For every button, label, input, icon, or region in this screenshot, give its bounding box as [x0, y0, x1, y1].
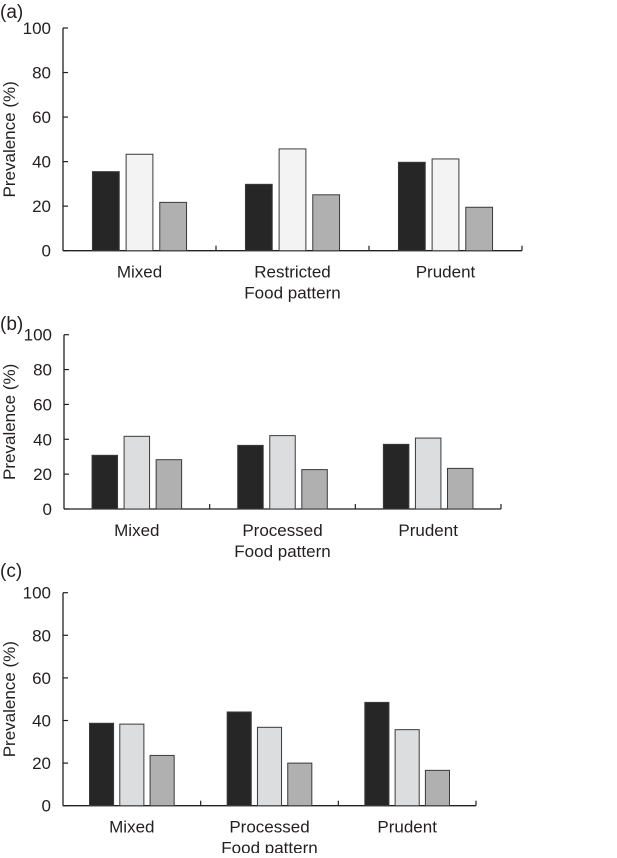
bar-processed-series-3 — [301, 469, 328, 510]
bar-mixed-series-2 — [123, 435, 151, 510]
bar-prudent-series-3 — [446, 467, 474, 510]
x-tick-label: Mixed — [117, 263, 162, 282]
bar-processed-series-3 — [287, 762, 313, 807]
bar-prudent-series-1 — [364, 701, 390, 807]
y-axis-label: Prevalence (%) — [0, 641, 19, 757]
y-tick-label: 60 — [32, 669, 51, 688]
bar-restricted-series-1 — [244, 183, 273, 252]
x-tick-label: Prudent — [416, 263, 476, 282]
bar-prudent-series-2 — [414, 437, 442, 510]
y-tick-label: 20 — [32, 197, 51, 216]
y-tick-label: 80 — [33, 361, 52, 380]
panel-c: (c) 0 20 40 60 80 100 Prevalence (%) Mixed Proces… — [0, 561, 477, 858]
y-tick-label: 20 — [32, 754, 51, 773]
panel-a: (a) 0 20 40 60 80 100 Prevalence (%) Mixed Restri… — [0, 2, 523, 303]
x-tick-label: Mixed — [114, 521, 159, 540]
y-tick-label: 80 — [32, 626, 51, 645]
bar-processed-series-2 — [256, 726, 283, 807]
y-tick-label: 0 — [43, 500, 52, 519]
x-tick-label: Prudent — [377, 818, 437, 837]
bar-restricted-series-2 — [278, 148, 307, 252]
bar-processed-series-1 — [226, 711, 252, 807]
bar-mixed-series-3 — [155, 459, 183, 510]
bar-mixed-series-1 — [89, 722, 115, 807]
x-axis-label: Food pattern — [234, 542, 330, 561]
bar-mixed-series-3 — [159, 201, 188, 252]
bar-processed-series-1 — [237, 444, 264, 510]
x-axis-label: Food pattern — [221, 839, 317, 853]
x-tick-label: Processed — [242, 521, 322, 540]
y-tick-label: 40 — [33, 430, 52, 449]
bar-mixed-series-3 — [149, 754, 175, 807]
panel-b: (b) 0 20 40 60 80 100 Prevalence (%) Mixed Proces… — [0, 314, 502, 561]
y-tick-label: 20 — [33, 465, 52, 484]
bar-prudent-series-3 — [424, 769, 450, 807]
y-tick-label: 100 — [23, 584, 51, 603]
panel-label: (b) — [0, 314, 23, 335]
y-tick-label: 40 — [32, 153, 51, 172]
y-tick-label: 0 — [42, 242, 51, 261]
bar-mixed-series-2 — [119, 723, 145, 807]
bar-prudent-series-3 — [465, 206, 494, 252]
y-tick-label: 80 — [32, 64, 51, 83]
bar-prudent-series-1 — [397, 161, 426, 252]
x-tick-label: Processed — [229, 818, 309, 837]
y-tick-label: 100 — [23, 19, 51, 38]
x-tick-label: Prudent — [398, 521, 458, 540]
x-tick-label: Restricted — [254, 263, 331, 282]
bar-prudent-series-2 — [394, 729, 420, 807]
bar-prudent-series-1 — [382, 443, 410, 510]
bar-mixed-series-1 — [91, 171, 120, 252]
panel-label: (c) — [0, 561, 22, 582]
y-axis-label: Prevalence (%) — [0, 364, 19, 480]
y-tick-label: 60 — [33, 395, 52, 414]
bar-processed-series-2 — [269, 435, 296, 510]
bar-mixed-series-2 — [125, 153, 154, 252]
bar-prudent-series-2 — [431, 158, 460, 252]
bar-mixed-series-1 — [91, 454, 119, 510]
y-tick-label: 60 — [32, 108, 51, 127]
y-tick-label: 0 — [42, 797, 51, 816]
y-tick-label: 100 — [24, 326, 52, 345]
y-axis-label: Prevalence (%) — [0, 81, 19, 197]
x-axis-label: Food pattern — [244, 284, 340, 303]
bar-restricted-series-3 — [312, 194, 341, 252]
panel-label: (a) — [0, 2, 23, 23]
x-tick-label: Mixed — [109, 818, 154, 837]
y-tick-label: 40 — [32, 712, 51, 731]
